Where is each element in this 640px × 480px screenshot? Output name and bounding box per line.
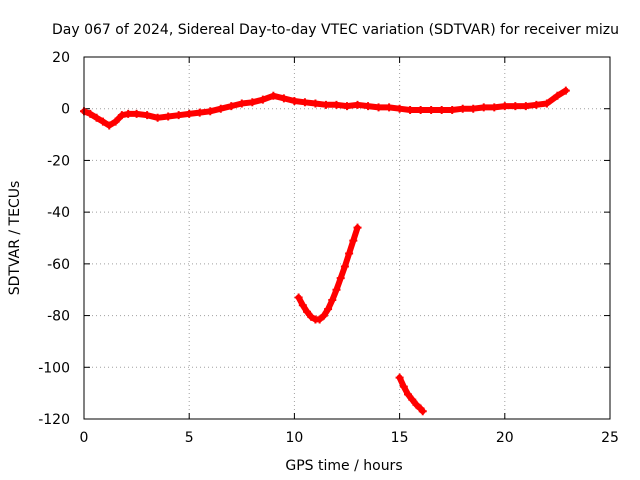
data-point xyxy=(427,106,436,115)
x-axis-title: GPS time / hours xyxy=(285,458,402,474)
data-layer xyxy=(80,86,570,416)
data-point xyxy=(336,274,345,283)
data-point xyxy=(343,102,351,111)
data-point xyxy=(237,99,246,108)
data-point xyxy=(469,104,478,113)
data-point xyxy=(117,111,126,120)
data-point xyxy=(412,400,421,409)
data-point xyxy=(395,373,404,382)
data-point xyxy=(532,100,541,109)
data-point xyxy=(345,249,354,258)
data-point xyxy=(319,311,328,320)
x-tick-label: 20 xyxy=(496,430,514,446)
data-point xyxy=(385,103,394,112)
data-point xyxy=(105,121,114,130)
y-tick-label: 20 xyxy=(52,50,70,66)
y-tick-label: -100 xyxy=(38,360,70,376)
data-point xyxy=(132,109,141,118)
data-point xyxy=(124,109,133,118)
data-point xyxy=(374,103,383,112)
data-point xyxy=(406,106,415,115)
y-tick-label: 0 xyxy=(61,102,70,118)
data-point xyxy=(479,103,488,112)
plot-frame xyxy=(83,56,611,420)
data-point xyxy=(521,102,530,111)
data-point xyxy=(153,113,162,122)
data-point xyxy=(395,104,404,113)
data-point xyxy=(206,107,215,116)
data-point xyxy=(328,296,337,305)
data-point xyxy=(458,104,467,113)
data-point xyxy=(269,91,278,100)
data-point xyxy=(353,100,362,109)
data-point xyxy=(227,102,236,111)
data-point xyxy=(416,106,425,115)
y-tick-label: -40 xyxy=(47,205,70,221)
y-axis-title: SDTVAR / TECUs xyxy=(7,181,23,296)
series-1 xyxy=(80,86,570,130)
data-point xyxy=(437,106,446,115)
data-point xyxy=(418,407,427,416)
series-2 xyxy=(294,223,362,324)
data-point xyxy=(216,104,225,113)
data-point xyxy=(408,395,417,404)
data-point xyxy=(164,112,173,121)
data-point xyxy=(185,109,194,118)
data-point xyxy=(86,109,95,118)
data-point xyxy=(353,223,362,232)
data-point xyxy=(321,100,330,109)
data-point xyxy=(279,94,288,103)
x-tick-label: 10 xyxy=(285,430,303,446)
data-point xyxy=(315,315,324,324)
data-point xyxy=(258,95,267,104)
data-point xyxy=(92,113,101,122)
data-point xyxy=(500,102,509,111)
data-point xyxy=(399,382,408,391)
grid xyxy=(84,57,610,419)
axis-ticks: 0 5 10 15 20 25 20 0 -20 -40 -60 -80 -100 -120 xyxy=(38,50,619,446)
data-point xyxy=(490,103,499,112)
data-point xyxy=(174,111,183,120)
data-point xyxy=(98,117,107,126)
data-point xyxy=(511,102,520,111)
data-point xyxy=(303,307,312,316)
x-tick-label: 25 xyxy=(601,430,619,446)
data-point xyxy=(324,305,333,314)
data-point xyxy=(298,301,307,310)
x-tick-label: 0 xyxy=(80,430,89,446)
x-tick-label: 15 xyxy=(391,430,409,446)
data-point xyxy=(340,262,349,271)
data-point xyxy=(332,285,341,294)
data-point xyxy=(290,96,299,105)
data-point xyxy=(311,99,320,108)
data-point xyxy=(404,390,413,399)
data-point xyxy=(300,98,309,107)
data-point xyxy=(349,236,358,245)
data-point xyxy=(448,106,457,115)
y-tick-label: -80 xyxy=(47,309,70,325)
data-point xyxy=(553,91,562,100)
data-point xyxy=(307,312,316,321)
data-point xyxy=(195,108,204,117)
data-point xyxy=(332,100,341,109)
series-3 xyxy=(395,373,427,416)
data-point xyxy=(143,111,152,120)
chart-title: Day 067 of 2024, Sidereal Day-to-day VTE… xyxy=(52,22,619,38)
data-point xyxy=(542,99,551,108)
data-point xyxy=(111,117,120,126)
data-point xyxy=(294,293,303,302)
x-tick-label: 5 xyxy=(185,430,194,446)
data-point xyxy=(364,102,373,111)
data-point xyxy=(248,98,257,107)
y-tick-label: -60 xyxy=(47,257,70,273)
data-point xyxy=(561,86,570,95)
y-tick-label: -20 xyxy=(47,153,70,169)
y-tick-label: -120 xyxy=(38,412,70,428)
